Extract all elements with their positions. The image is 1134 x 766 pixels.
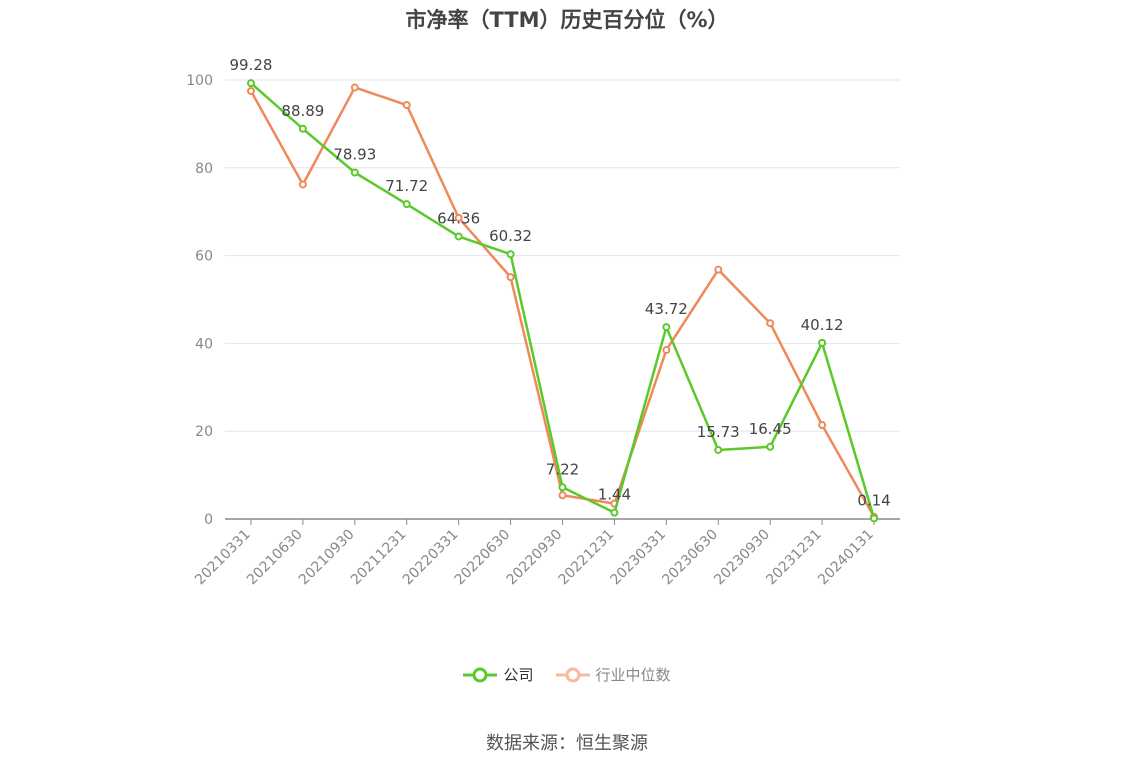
data-point-company <box>558 483 567 492</box>
data-point-industry-median <box>766 319 775 328</box>
grid-layer <box>225 79 900 432</box>
data-label: 15.73 <box>697 423 740 441</box>
source-note: 数据来源：恒生聚源 <box>486 733 648 754</box>
data-point-company <box>662 323 671 332</box>
data-point-company <box>246 79 255 88</box>
y-tick-label: 0 <box>204 512 213 528</box>
x-tick-label: 20230930 <box>711 527 773 589</box>
data-point-industry-median <box>506 273 515 282</box>
data-label: 7.22 <box>546 460 579 478</box>
data-label: 71.72 <box>385 177 428 195</box>
data-label: 78.93 <box>333 145 376 163</box>
data-point-industry-median <box>818 421 827 430</box>
legend-marker-company-icon <box>463 667 498 682</box>
data-point-industry-median <box>558 491 567 500</box>
data-label: 16.45 <box>749 420 792 438</box>
data-point-industry-median <box>714 265 723 274</box>
data-label: 1.44 <box>598 486 631 504</box>
legend-label-company: 公司 <box>503 666 534 684</box>
x-tick-label: 20230331 <box>607 527 669 589</box>
data-label-layer: 99.28 88.89 78.93 71.72 64.36 60.32 7.22 1.44 43… <box>229 56 890 509</box>
axis-layer: 100 80 60 40 20 02021033120210630202109302021… <box>186 73 900 588</box>
data-point-company <box>818 338 827 347</box>
data-point-industry-median <box>298 180 307 189</box>
x-tick-label: 20221231 <box>556 527 618 589</box>
x-tick-label: 20210630 <box>244 527 306 589</box>
data-label: 0.14 <box>857 491 890 509</box>
chart-title: 市净率（TTM）历史百分位（%） <box>405 8 729 32</box>
y-tick-label: 60 <box>195 249 213 265</box>
legend-item-company[interactable]: 公司 <box>463 664 534 685</box>
data-label: 64.36 <box>437 209 480 227</box>
data-point-industry-median <box>662 345 671 354</box>
y-tick-label: 40 <box>195 336 213 352</box>
data-point-company <box>610 508 619 517</box>
data-label: 43.72 <box>645 300 688 318</box>
legend-marker-industry-median-icon <box>555 667 590 682</box>
y-tick-label: 100 <box>186 73 213 89</box>
data-point-company <box>870 514 879 523</box>
y-tick-label: 20 <box>195 424 213 440</box>
data-label: 99.28 <box>229 56 272 74</box>
legend: 公司 行业中位数 <box>0 664 1134 685</box>
data-point-company <box>402 200 411 209</box>
x-tick-label: 20220930 <box>504 527 566 589</box>
x-tick-label: 20211231 <box>348 527 410 589</box>
data-point-company <box>298 124 307 133</box>
legend-item-industry-median[interactable]: 行业中位数 <box>555 664 671 685</box>
x-tick-label: 20240131 <box>815 527 877 589</box>
data-point-industry-median <box>246 86 255 95</box>
x-tick-label: 20220331 <box>400 527 462 589</box>
x-tick-label: 20230630 <box>659 527 721 589</box>
series-layer <box>246 79 879 523</box>
x-tick-label: 20210331 <box>192 527 254 589</box>
data-label: 60.32 <box>489 227 532 245</box>
data-point-company <box>506 250 515 259</box>
x-tick-label: 20231231 <box>763 527 825 589</box>
data-point-industry-median <box>454 213 463 222</box>
data-label: 40.12 <box>801 316 844 334</box>
legend-label-industry-median: 行业中位数 <box>595 666 671 684</box>
data-point-company <box>766 442 775 451</box>
data-point-industry-median <box>350 83 359 92</box>
data-point-company <box>454 232 463 241</box>
data-point-company <box>350 168 359 177</box>
x-tick-label: 20210930 <box>296 527 358 589</box>
data-point-company <box>714 445 723 454</box>
y-tick-label: 80 <box>195 161 213 177</box>
data-point-industry-median <box>402 101 411 110</box>
x-tick-label: 20220630 <box>452 527 514 589</box>
data-label: 88.89 <box>281 102 324 120</box>
